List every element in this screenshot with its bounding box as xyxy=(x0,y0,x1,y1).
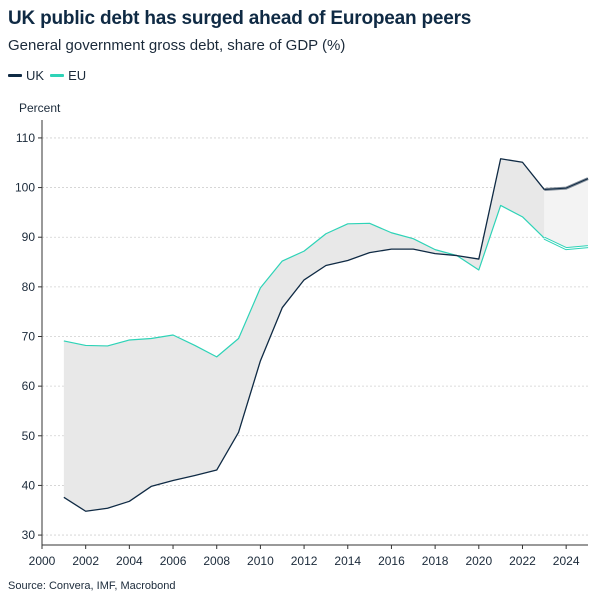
x-tick-label: 2000 xyxy=(29,554,56,568)
y-tick-label: 80 xyxy=(22,280,36,294)
y-tick-label: 100 xyxy=(15,181,35,195)
y-tick-label: 70 xyxy=(22,330,36,344)
x-tick-label: 2018 xyxy=(422,554,449,568)
y-tick-label: 50 xyxy=(22,429,36,443)
series-line-uk-forecast-inner xyxy=(544,178,589,191)
series-line-eu xyxy=(63,204,545,358)
chart-title: UK public debt has surged ahead of Europ… xyxy=(8,8,472,29)
gap-area-historical xyxy=(63,158,545,512)
x-tick-label: 2020 xyxy=(465,554,492,568)
x-tick-label: 2006 xyxy=(160,554,187,568)
legend-item-eu: EU xyxy=(50,68,86,83)
legend-swatch-eu xyxy=(50,74,65,77)
y-axis-title: Percent xyxy=(19,101,61,115)
x-tick-label: 2022 xyxy=(509,554,536,568)
gap-area-forecast xyxy=(544,178,588,249)
series-line-uk xyxy=(63,158,545,512)
series-line-eu-forecast-inner xyxy=(544,237,589,250)
x-tick-label: 2012 xyxy=(291,554,318,568)
x-tick-label: 2004 xyxy=(116,554,143,568)
x-tick-label: 2016 xyxy=(378,554,405,568)
x-tick-label: 2014 xyxy=(334,554,361,568)
y-tick-label: 90 xyxy=(22,230,36,244)
y-tick-label: 110 xyxy=(16,131,35,145)
x-tick-label: 2002 xyxy=(72,554,99,568)
legend-swatch-uk xyxy=(8,74,22,77)
x-tick-label: 2010 xyxy=(247,554,274,568)
chart-subtitle: General government gross debt, share of … xyxy=(8,37,346,54)
source-note: Source: Convera, IMF, Macrobond xyxy=(8,580,176,592)
legend-item-uk: UK xyxy=(8,68,44,83)
legend: UK EU xyxy=(8,68,86,83)
x-tick-label: 2008 xyxy=(203,554,230,568)
x-tick-label: 2024 xyxy=(553,554,580,568)
y-tick-label: 30 xyxy=(22,528,36,542)
y-tick-label: 40 xyxy=(22,478,36,492)
y-tick-label: 60 xyxy=(22,379,36,393)
legend-label-uk: UK xyxy=(26,68,45,83)
legend-label-eu: EU xyxy=(68,68,87,83)
